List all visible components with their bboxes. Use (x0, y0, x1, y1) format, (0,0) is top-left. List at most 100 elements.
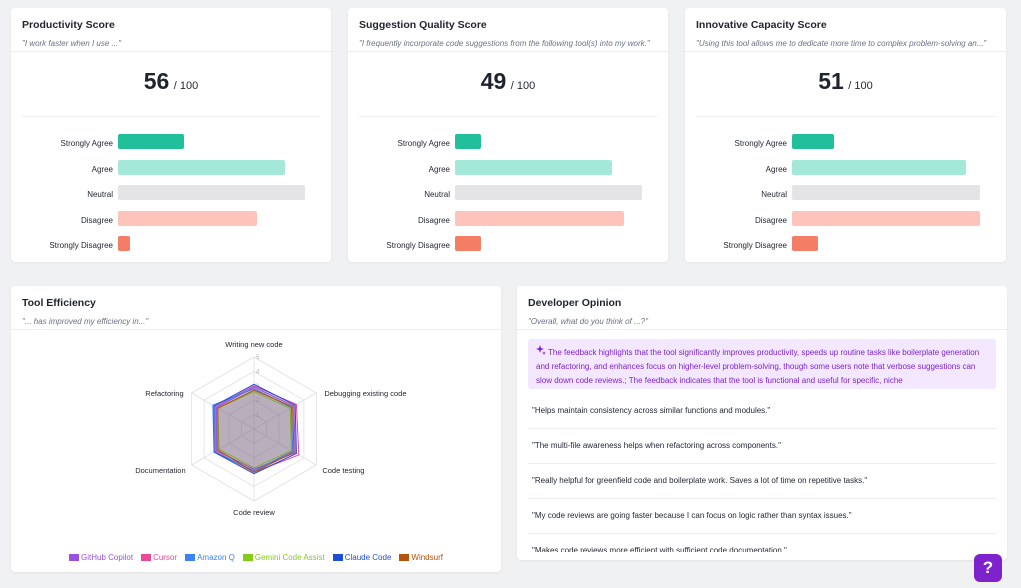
bar-track (792, 210, 992, 226)
radar-tick-label: 4 (256, 369, 260, 375)
legend-item[interactable]: GitHub Copilot (69, 553, 133, 562)
radar-series-windsurf[interactable] (217, 389, 295, 473)
card-header: Productivity Score "I work faster when I… (11, 8, 331, 52)
bar-track (118, 236, 317, 251)
divider (22, 116, 320, 117)
response-bars: Strongly Agree Agree Neutral Disagree Strong… (685, 131, 1006, 259)
bar-fill[interactable] (792, 159, 966, 175)
sparkle-icon (536, 345, 548, 360)
radar-series-claude-code[interactable] (213, 383, 297, 475)
legend-label: Windsurf (411, 553, 443, 562)
bar-fill[interactable] (455, 159, 613, 175)
tool-efficiency-card: Tool Efficiency "... has improved my eff… (11, 286, 501, 572)
ai-summary: The feedback highlights that the tool si… (528, 339, 996, 389)
radar-spoke (253, 428, 317, 466)
bar-row: Strongly Agree (348, 131, 668, 157)
legend-label: Gemini Code Assist (254, 553, 325, 562)
card-header: Innovative Capacity Score "Using this to… (685, 8, 1006, 52)
bar-fill[interactable] (792, 236, 818, 251)
legend-item[interactable]: Gemini Code Assist (242, 553, 325, 562)
bar-fill[interactable] (118, 134, 184, 149)
radar-spoke (191, 428, 255, 466)
opinion-quote: "The multi-file awareness helps when ref… (528, 429, 996, 464)
bar-row: Agree (348, 157, 668, 183)
card-title: Suggestion Quality Score (359, 19, 487, 31)
quote-list[interactable]: "Helps maintain consistency across simil… (528, 394, 996, 552)
bar-label: Agree (428, 164, 450, 174)
radar-series-github-copilot[interactable] (216, 386, 296, 470)
radar-tick-label: 5 (256, 355, 260, 361)
card-header: Developer Opinion "Overall, what do you … (517, 286, 1007, 330)
legend-swatch (332, 554, 343, 562)
bar-row: Strongly Disagree (685, 233, 1006, 259)
bar-row: Neutral (348, 182, 668, 208)
card-subtitle: "... has improved my efficiency in..." (22, 317, 149, 326)
card-title: Productivity Score (22, 19, 115, 31)
bar-label: Neutral (87, 190, 113, 199)
legend-swatch (242, 554, 253, 562)
legend-item[interactable]: Windsurf (399, 553, 443, 562)
legend-swatch (69, 554, 80, 562)
bar-fill[interactable] (455, 134, 481, 149)
response-bars: Strongly Agree Agree Neutral Disagree Strong… (11, 131, 331, 259)
bar-fill[interactable] (792, 210, 980, 226)
bar-fill[interactable] (455, 236, 481, 251)
bar-fill[interactable] (118, 159, 286, 175)
bar-label: Strongly Disagree (386, 241, 450, 250)
bar-fill[interactable] (455, 210, 625, 226)
radar-axis-label: Debugging existing code (324, 389, 406, 398)
bar-label: Strongly Agree (60, 139, 113, 148)
bar-label: Neutral (761, 190, 787, 199)
score-denominator: / 100 (510, 80, 536, 92)
help-button[interactable]: ? (974, 554, 1002, 582)
bar-fill[interactable] (118, 210, 258, 226)
bar-track (455, 210, 654, 226)
divider (359, 116, 657, 117)
opinion-quote: "Makes code reviews more efficient with … (528, 534, 996, 552)
radar-axis-label: Code testing (322, 466, 364, 475)
card-title: Innovative Capacity Score (696, 19, 827, 31)
radar-axis-label: Refactoring (145, 389, 183, 398)
response-bars: Strongly Agree Agree Neutral Disagree Strong… (348, 131, 668, 259)
score-value: 51 (818, 68, 844, 94)
opinion-quote: "Helps maintain consistency across simil… (528, 394, 996, 429)
bar-track (792, 185, 992, 200)
legend-item[interactable]: Cursor (141, 553, 177, 562)
bar-fill[interactable] (118, 236, 130, 251)
opinion-quote: "My code reviews are going faster becaus… (528, 499, 996, 534)
legend-item[interactable]: Amazon Q (185, 553, 235, 562)
bar-fill[interactable] (455, 185, 643, 200)
card-subtitle: "Using this tool allows me to dedicate m… (696, 39, 987, 48)
suggestion-quality-score-card: Suggestion Quality Score "I frequently i… (348, 8, 668, 262)
bar-track (455, 134, 654, 149)
card-subtitle: "Overall, what do you think of ...?" (528, 317, 648, 326)
bar-row: Disagree (11, 208, 331, 234)
bar-fill[interactable] (792, 134, 834, 149)
score-display: 49 / 100 (348, 68, 668, 95)
radar-spoke (191, 392, 255, 430)
radar-series-amazon-q[interactable] (212, 388, 294, 472)
legend-label: Cursor (153, 553, 178, 562)
opinion-quote: "Really helpful for greenfield code and … (528, 464, 996, 499)
bar-row: Strongly Disagree (348, 233, 668, 259)
productivity-score-card: Productivity Score "I work faster when I… (11, 8, 331, 262)
bar-track (118, 159, 317, 175)
bar-label: Strongly Disagree (723, 241, 787, 250)
card-title: Tool Efficiency (22, 297, 96, 309)
bar-fill[interactable] (792, 185, 980, 200)
card-header: Tool Efficiency "... has improved my eff… (11, 286, 501, 330)
bar-label: Disagree (417, 215, 450, 225)
bar-row: Disagree (348, 208, 668, 234)
score-value: 56 (143, 68, 170, 94)
radar-axis-label: Writing new code (225, 340, 282, 349)
legend-label: Amazon Q (197, 553, 235, 562)
bar-track (792, 134, 992, 149)
bar-fill[interactable] (118, 185, 306, 200)
legend-item[interactable]: Claude Code (332, 553, 391, 562)
bar-label: Strongly Agree (734, 139, 787, 148)
developer-opinion-card: Developer Opinion "Overall, what do you … (517, 286, 1007, 560)
bar-row: Agree (685, 157, 1006, 183)
bar-label: Strongly Disagree (49, 241, 113, 250)
question-icon: ? (982, 558, 994, 577)
